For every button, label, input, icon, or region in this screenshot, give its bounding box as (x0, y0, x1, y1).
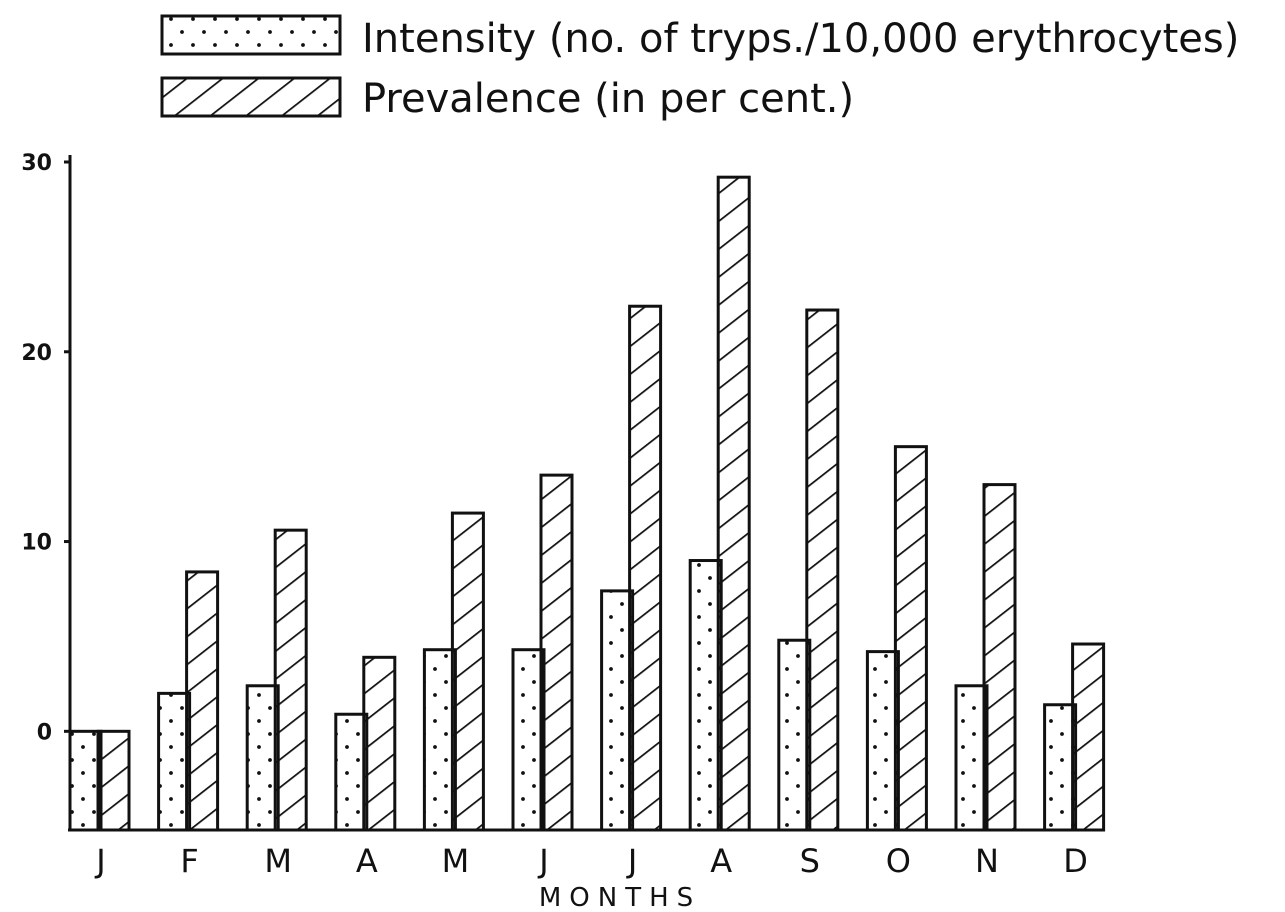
intensity-bar (600, 589, 635, 832)
intensity-bar (511, 648, 546, 832)
prevalence-bar (96, 729, 131, 832)
x-tick-label: J (626, 842, 637, 880)
x-tick-label: A (356, 842, 378, 880)
prevalence-bar (362, 655, 397, 832)
intensity-bar (688, 559, 723, 832)
intensity-bar (68, 729, 103, 832)
prevalence-bar (893, 445, 928, 832)
x-tick-label: S (800, 842, 820, 880)
prevalence-bar (982, 483, 1017, 832)
prevalence-bar (539, 473, 574, 832)
legend: Intensity (no. of tryps./10,000 erythroc… (160, 14, 1239, 122)
y-tick-label: 20 (21, 341, 52, 366)
legend-swatch-prevalence (160, 76, 342, 118)
y-ticks: 0 10 20 30 (21, 151, 70, 745)
y-tick-label: 30 (21, 151, 52, 176)
x-tick-label: J (94, 842, 105, 880)
prevalence-bar (1071, 642, 1106, 832)
legend-item-intensity: Intensity (no. of tryps./10,000 erythroc… (160, 14, 1239, 62)
x-tick-label: D (1063, 842, 1088, 880)
legend-label-prevalence: Prevalence (in per cent.) (362, 76, 854, 122)
x-tick-label: N (975, 842, 999, 880)
x-axis-label: MONTHS (539, 883, 701, 912)
y-tick-label: 0 (37, 720, 52, 745)
intensity-bar (245, 684, 280, 832)
y-tick-label: 10 (21, 531, 52, 556)
intensity-bar (1043, 703, 1078, 832)
intensity-bar (422, 648, 457, 832)
prevalence-bar (185, 570, 220, 832)
legend-swatch-intensity (160, 14, 342, 56)
prevalence-bar (273, 528, 308, 832)
prevalence-bar (805, 308, 840, 832)
intensity-bar (157, 691, 192, 832)
x-tick-label: O (886, 842, 911, 880)
x-tick-label: J (537, 842, 548, 880)
bars (68, 175, 1106, 832)
prevalence-bar (716, 175, 751, 832)
legend-label-intensity: Intensity (no. of tryps./10,000 erythroc… (362, 16, 1239, 62)
x-tick-label: A (710, 842, 732, 880)
x-tick-label: M (264, 842, 292, 880)
x-tick-label: F (180, 842, 198, 880)
intensity-bar (334, 712, 369, 832)
x-tick-label: M (442, 842, 470, 880)
prevalence-bar (450, 511, 485, 832)
intensity-bar (865, 650, 900, 832)
intensity-bar (777, 638, 812, 832)
prevalence-bar (628, 304, 663, 832)
legend-item-prevalence: Prevalence (in per cent.) (160, 76, 854, 122)
intensity-bar (954, 684, 989, 832)
